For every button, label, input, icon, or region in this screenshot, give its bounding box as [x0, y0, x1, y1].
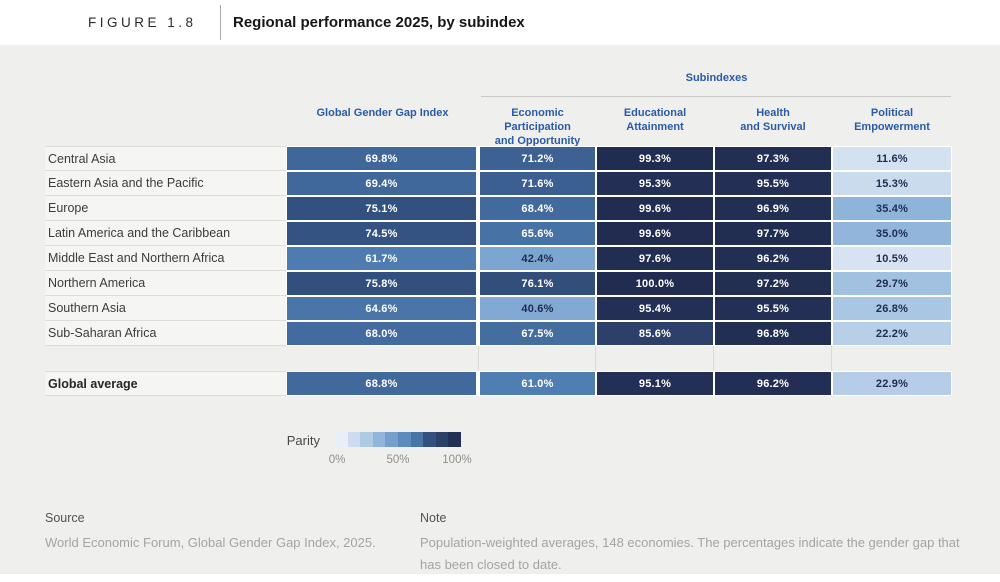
value-cell: 96.9%	[714, 196, 832, 221]
value-cell: 61.7%	[286, 246, 479, 271]
global-average-row: Global average 68.8% 61.0% 95.1% 96.2% 22.9%	[45, 371, 952, 396]
value-cell: 40.6%	[479, 296, 596, 321]
value-cell: 67.5%	[479, 321, 596, 346]
value-cell: 69.4%	[286, 171, 479, 196]
value-cell: 95.1%	[596, 371, 714, 396]
region-row-label: Northern America	[45, 271, 286, 296]
table-gap-row	[45, 346, 952, 371]
value-cell: 99.6%	[596, 221, 714, 246]
table-body: Central Asia 69.8% 71.2% 99.3% 97.3% 11.6% Eas…	[45, 146, 952, 346]
legend-swatch	[435, 432, 449, 447]
note-text: Population-weighted averages, 148 econom…	[420, 535, 960, 572]
note-label: Note	[420, 511, 447, 525]
value-cell: 85.6%	[596, 321, 714, 346]
value-cell: 99.3%	[596, 146, 714, 171]
legend-swatch	[360, 432, 373, 447]
column-header-econ: Economic Participation and Opportunity	[494, 107, 581, 147]
legend-tick-50: 50%	[386, 454, 410, 466]
value-cell: 74.5%	[286, 221, 479, 246]
value-cell: 97.7%	[714, 221, 832, 246]
value-cell: 75.8%	[286, 271, 479, 296]
gap-cell	[286, 346, 479, 371]
column-headers-row: Global Gender Gap Index Economic Particip…	[45, 104, 952, 148]
value-cell: 68.8%	[286, 371, 479, 396]
value-cell: 65.6%	[479, 221, 596, 246]
value-cell: 61.0%	[479, 371, 596, 396]
value-cell: 75.1%	[286, 196, 479, 221]
note-section: Note Population-weighted averages, 148 e…	[420, 511, 978, 576]
subindexes-underline	[481, 96, 951, 97]
value-cell: 42.4%	[479, 246, 596, 271]
column-header-edu: Educational Attainment	[623, 107, 687, 133]
bottom-white-strip	[0, 574, 1000, 582]
region-row-label: Middle East and Northern Africa	[45, 246, 286, 271]
value-cell: 22.2%	[832, 321, 952, 346]
header-divider	[220, 5, 221, 40]
value-cell: 71.6%	[479, 171, 596, 196]
legend-swatch	[448, 432, 461, 447]
figure-number-label: FIGURE 1.8	[88, 15, 197, 30]
legend-swatch	[385, 432, 398, 447]
gap-cell	[45, 346, 286, 371]
value-cell: 35.4%	[832, 196, 952, 221]
value-cell: 69.8%	[286, 146, 479, 171]
value-cell: 10.5%	[832, 246, 952, 271]
value-cell: 95.3%	[596, 171, 714, 196]
value-cell: 11.6%	[832, 146, 952, 171]
value-cell: 97.3%	[714, 146, 832, 171]
value-cell: 15.3%	[832, 171, 952, 196]
source-section: Source World Economic Forum, Global Gend…	[45, 511, 405, 554]
legend-swatch	[347, 432, 361, 447]
subindexes-group-header: Subindexes	[685, 72, 748, 84]
gap-cell	[832, 346, 952, 371]
column-header-spacer	[45, 104, 286, 148]
figure-header-band: FIGURE 1.8 Regional performance 2025, by…	[0, 0, 1000, 45]
value-cell: 96.2%	[714, 246, 832, 271]
legend-tick-100: 100%	[442, 454, 472, 466]
legend-swatch	[423, 432, 436, 447]
figure-title: Regional performance 2025, by subindex	[233, 14, 525, 31]
gap-cell	[596, 346, 714, 371]
source-label: Source	[45, 511, 85, 525]
legend-swatch	[335, 432, 348, 447]
legend-swatch	[397, 432, 411, 447]
value-cell: 22.9%	[832, 371, 952, 396]
legend-tick-0: 0%	[328, 454, 346, 466]
region-row-label: Sub-Saharan Africa	[45, 321, 286, 346]
value-cell: 96.2%	[714, 371, 832, 396]
parity-legend-label: Parity	[286, 433, 320, 448]
region-row-label: Southern Asia	[45, 296, 286, 321]
value-cell: 35.0%	[832, 221, 952, 246]
value-cell: 68.4%	[479, 196, 596, 221]
source-text: World Economic Forum, Global Gender Gap …	[45, 535, 376, 550]
region-row-label: Eastern Asia and the Pacific	[45, 171, 286, 196]
value-cell: 26.8%	[832, 296, 952, 321]
parity-color-scale	[335, 432, 461, 447]
value-cell: 95.5%	[714, 296, 832, 321]
value-cell: 71.2%	[479, 146, 596, 171]
value-cell: 29.7%	[832, 271, 952, 296]
value-cell: 99.6%	[596, 196, 714, 221]
global-average-label: Global average	[45, 371, 286, 396]
value-cell: 95.4%	[596, 296, 714, 321]
legend-swatch	[410, 432, 424, 447]
value-cell: 64.6%	[286, 296, 479, 321]
value-cell: 97.2%	[714, 271, 832, 296]
value-cell: 97.6%	[596, 246, 714, 271]
region-row-label: Europe	[45, 196, 286, 221]
value-cell: 95.5%	[714, 171, 832, 196]
value-cell: 68.0%	[286, 321, 479, 346]
column-header-gggi: Global Gender Gap Index	[316, 107, 449, 119]
legend-swatch	[372, 432, 386, 447]
region-row-label: Latin America and the Caribbean	[45, 221, 286, 246]
column-header-health: Health and Survival	[740, 107, 806, 133]
column-header-pol: Political Empowerment	[854, 107, 930, 133]
region-row-label: Central Asia	[45, 146, 286, 171]
gap-cell	[479, 346, 596, 371]
value-cell: 96.8%	[714, 321, 832, 346]
value-cell: 100.0%	[596, 271, 714, 296]
gap-cell	[714, 346, 832, 371]
value-cell: 76.1%	[479, 271, 596, 296]
